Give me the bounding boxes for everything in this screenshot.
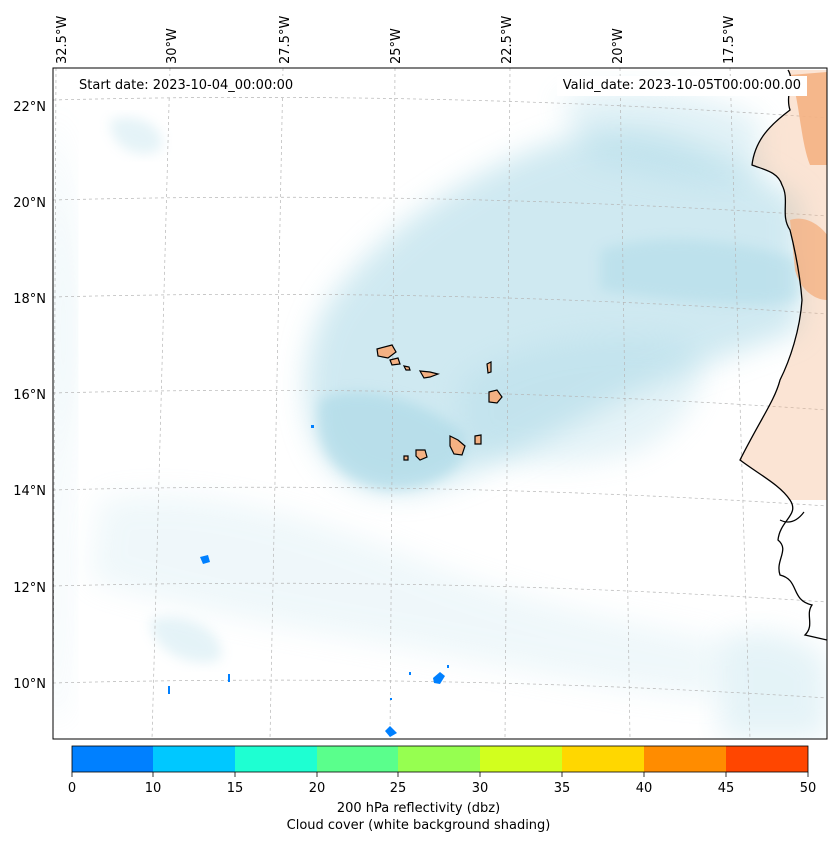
lat-label: 14°N	[13, 484, 46, 499]
colorbar-subtitle: Cloud cover (white background shading)	[286, 818, 551, 833]
africa-coast	[739, 69, 827, 641]
colorbar-tick: 45	[718, 781, 735, 796]
colorbar-tick: 20	[309, 781, 326, 796]
lat-label: 18°N	[13, 292, 46, 307]
start-date-label: Start date: 2023-10-04_00:00:00	[73, 76, 300, 96]
colorbar-swatch	[726, 746, 808, 772]
lat-label: 10°N	[13, 677, 46, 692]
colorbar-swatch	[72, 746, 154, 772]
lon-label: 25°W	[389, 28, 404, 64]
colorbar-tick: 25	[390, 781, 407, 796]
map-border	[52, 67, 828, 740]
colorbar-tick: 15	[227, 781, 244, 796]
colorbar-swatch	[317, 746, 399, 772]
lon-label: 22.5°W	[500, 16, 515, 64]
lat-label: 16°N	[13, 388, 46, 403]
longitude-labels: 32.5°W 30°W 27.5°W 25°W 22.5°W 20°W 17.5…	[55, 16, 737, 64]
lon-label: 20°W	[611, 28, 626, 64]
cape-verde-islands	[376, 344, 503, 461]
lat-label: 12°N	[13, 581, 46, 596]
colorbar-swatch	[562, 746, 644, 772]
lon-label: 27.5°W	[278, 16, 293, 64]
lon-label: 17.5°W	[722, 16, 737, 64]
cloud-cover-shading	[53, 89, 827, 739]
colorbar-tick: 40	[636, 781, 653, 796]
valid-date-label: Valid_date: 2023-10-05T00:00:00.00	[556, 76, 807, 96]
lat-label: 20°N	[13, 196, 46, 211]
colorbar-swatch	[480, 746, 562, 772]
reflectivity-echoes	[168, 425, 449, 737]
colorbar-swatch	[644, 746, 726, 772]
colorbar-swatch	[398, 746, 480, 772]
colorbar-tick: 10	[145, 781, 162, 796]
lon-label: 30°W	[165, 28, 180, 64]
latitude-labels: 22°N 20°N 18°N 16°N 14°N 12°N 10°N	[13, 100, 46, 692]
colorbar-tick: 30	[472, 781, 489, 796]
colorbar: 0 10 15 20 25 30 35 40 45 50	[68, 745, 817, 796]
lat-label: 22°N	[13, 100, 46, 115]
colorbar-title: 200 hPa reflectivity (dbz)	[336, 801, 501, 816]
lon-label: 32.5°W	[55, 16, 70, 64]
colorbar-swatch	[153, 746, 235, 772]
colorbar-tick: 0	[68, 781, 76, 796]
colorbar-swatch	[235, 746, 317, 772]
colorbar-border	[71, 745, 809, 773]
colorbar-tick: 35	[554, 781, 571, 796]
colorbar-tick: 50	[800, 781, 817, 796]
